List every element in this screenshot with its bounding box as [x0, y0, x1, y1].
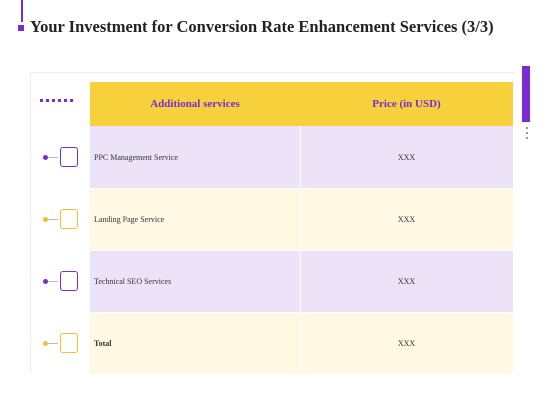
connector-dot	[43, 155, 48, 160]
table-row	[90, 312, 513, 374]
frame	[30, 72, 515, 373]
row-divider	[90, 250, 513, 251]
header-row	[90, 82, 513, 126]
column-divider	[300, 312, 301, 374]
price: XXX	[397, 338, 416, 348]
price: XXX	[397, 214, 416, 224]
row-label: Total	[94, 338, 112, 348]
table-row	[90, 126, 513, 188]
column-header: Price (in USD)	[372, 98, 441, 110]
accent-line	[21, 0, 23, 22]
table-row	[90, 250, 513, 312]
table-row	[90, 188, 513, 250]
connector-line	[48, 219, 58, 220]
row-label: PPC Management Service	[94, 152, 178, 162]
header-dots	[40, 99, 76, 102]
row-divider	[90, 188, 513, 189]
row-label: Landing Page Service	[94, 214, 165, 224]
row-icon	[60, 333, 78, 353]
row-icon	[60, 147, 78, 167]
price: XXX	[397, 152, 416, 162]
side-bar	[522, 66, 530, 122]
row-divider	[90, 312, 513, 313]
accent-square	[18, 25, 24, 31]
column-divider	[300, 250, 301, 312]
column-divider	[300, 126, 301, 188]
connector-dot	[43, 341, 48, 346]
column-header: Additional services	[150, 98, 240, 110]
connector-line	[48, 281, 58, 282]
price: XXX	[397, 276, 416, 286]
row-icon	[60, 271, 78, 291]
title: Your Investment for Conversion Rate Enha…	[30, 17, 494, 36]
row-icon	[60, 209, 78, 229]
row-label: Technical SEO Services	[94, 276, 172, 286]
connector-line	[48, 157, 58, 158]
connector-dot	[43, 279, 48, 284]
column-divider	[300, 188, 301, 250]
connector-dot	[43, 217, 48, 222]
connector-line	[48, 343, 58, 344]
side-dots	[526, 127, 528, 139]
